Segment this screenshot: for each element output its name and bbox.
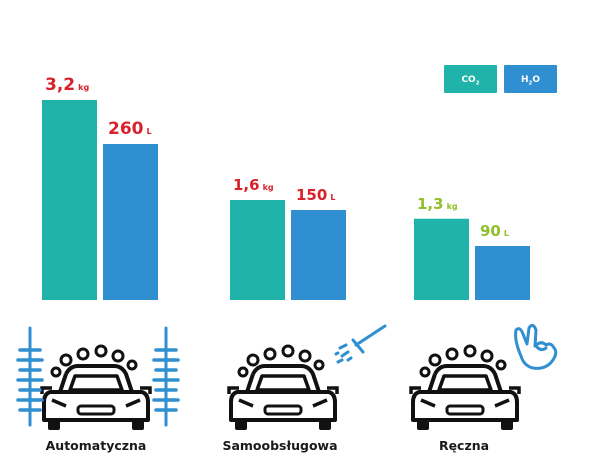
bar-h2o-samoobslugowa xyxy=(291,210,346,300)
legend-item-h2o: H2O xyxy=(504,65,557,93)
value-label-h2o-samoobslugowa: 150 L xyxy=(296,186,335,204)
bar-h2o-reczna xyxy=(475,246,530,300)
bar-co2-samoobslugowa xyxy=(230,200,285,300)
bar-co2-reczna xyxy=(414,218,469,300)
car-wash-hand-icon xyxy=(409,323,558,432)
value-label-co2-samoobslugowa: 1,6 kg xyxy=(233,176,274,194)
car-wash-brushes-icon xyxy=(16,326,180,432)
value-labels-layer: 3,2 kg 1,6 kg 1,3 kg 260 L 150 L 90 L xyxy=(45,75,509,240)
legend: CO2 H2O xyxy=(444,65,557,93)
value-label-co2-reczna: 1,3 kg xyxy=(417,195,458,213)
category-label-samoobslugowa: Samoobsługowa xyxy=(222,438,337,453)
bars-layer xyxy=(42,100,530,300)
bar-h2o-automatyczna xyxy=(103,144,158,300)
legend-label-co2: CO2 xyxy=(461,75,479,87)
value-label-h2o-automatyczna: 260 L xyxy=(108,119,152,139)
category-label-automatyczna: Automatyczna xyxy=(46,438,147,453)
legend-label-h2o: H2O xyxy=(521,75,540,87)
legend-swatch-h2o xyxy=(504,65,557,93)
value-label-h2o-reczna: 90 L xyxy=(480,222,509,240)
legend-item-co2: CO2 xyxy=(444,65,497,93)
legend-swatch-co2 xyxy=(444,65,497,93)
value-label-co2-automatyczna: 3,2 kg xyxy=(45,75,89,95)
bar-co2-automatyczna xyxy=(42,100,97,300)
category-label-reczna: Ręczna xyxy=(439,438,489,453)
car-wash-pressure-sprayer-icon xyxy=(227,324,387,432)
